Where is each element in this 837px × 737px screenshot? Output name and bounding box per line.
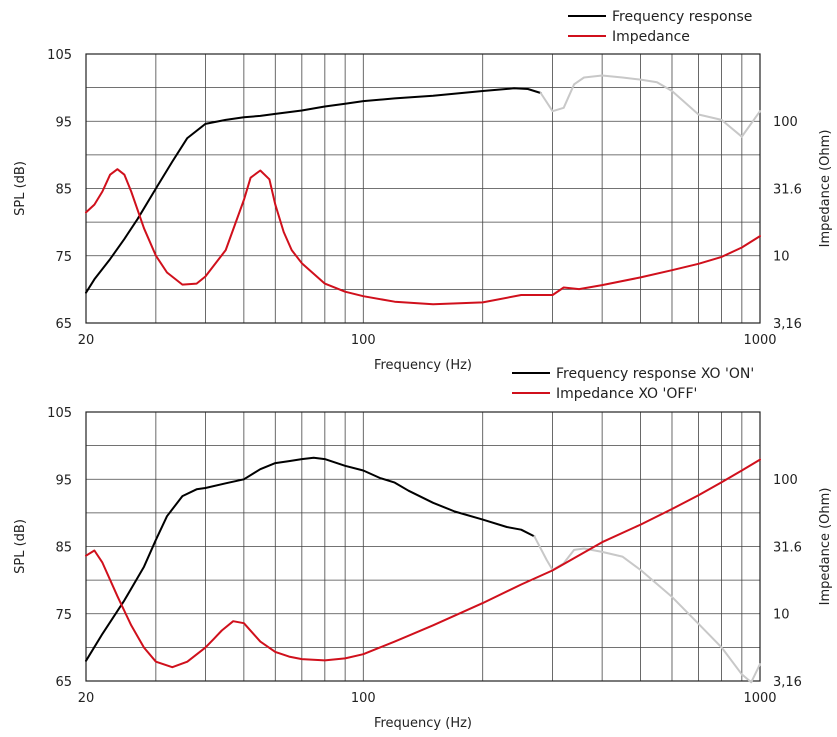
- y-tick-label: 85: [55, 541, 72, 556]
- y-axis-label: SPL (dB): [13, 519, 28, 574]
- y-axis-label: SPL (dB): [13, 161, 28, 216]
- y2-tick-label: 3,16: [773, 317, 802, 332]
- y2-tick-label: 31.6: [773, 541, 802, 556]
- series-group: [85, 456, 761, 684]
- y2-tick-label: 3,16: [773, 675, 802, 690]
- y-tick-label: 65: [55, 675, 72, 690]
- x-axis-label: Frequency (Hz): [374, 358, 472, 373]
- grid: [86, 412, 760, 681]
- grid: [86, 54, 760, 323]
- y2-tick-label: 10: [773, 608, 790, 623]
- y-tick-label: 95: [55, 115, 72, 130]
- legend-label: Impedance XO 'OFF': [556, 386, 697, 402]
- legend-label: Frequency response XO 'ON': [556, 366, 754, 382]
- x-axis-label: Frequency (Hz): [374, 716, 472, 731]
- y-tick-label: 95: [55, 473, 72, 488]
- legend-label: Impedance: [612, 29, 690, 45]
- series-extension-line: [539, 74, 761, 138]
- x-tick-label: 1000: [743, 333, 776, 348]
- y-tick-label: 75: [55, 608, 72, 623]
- series-frequency-response-line: [85, 87, 542, 294]
- x-tick-label: 20: [78, 691, 95, 706]
- y2-tick-label: 100: [773, 115, 798, 130]
- x-tick-label: 100: [351, 333, 376, 348]
- y2-axis-label: Impedance (Ohm): [818, 130, 833, 248]
- series-frequency-response-xo-on-line: [85, 456, 536, 662]
- x-tick-label: 100: [351, 691, 376, 706]
- chart-bottom: 65 75 85 95 105 3,16 10 31.6 100 20 100 1000 Frequen…: [13, 366, 833, 731]
- legend: Frequency response Impedance: [568, 9, 752, 45]
- y2-tick-label: 31.6: [773, 183, 802, 198]
- legend-label: Frequency response: [612, 9, 752, 25]
- series-group: [85, 74, 761, 306]
- y-tick-label: 75: [55, 250, 72, 265]
- legend: Frequency response XO 'ON' Impedance XO '…: [512, 366, 754, 402]
- y-tick-label: 105: [47, 48, 72, 63]
- series-impedance-line: [85, 168, 761, 306]
- x-tick-label: 1000: [743, 691, 776, 706]
- series-impedance-xo-off-line: [85, 458, 761, 669]
- series-extension-line: [533, 535, 761, 684]
- y2-tick-label: 100: [773, 473, 798, 488]
- y-tick-label: 85: [55, 183, 72, 198]
- plot-frame: [85, 53, 761, 324]
- y-tick-label: 65: [55, 317, 72, 332]
- y-tick-label: 105: [47, 406, 72, 421]
- y2-tick-label: 10: [773, 250, 790, 265]
- y2-axis-label: Impedance (Ohm): [818, 488, 833, 606]
- plot-frame: [85, 411, 761, 682]
- chart-top: 65 75 85 95 105 3,16 10 31.6 100 20 100 1000 Frequen…: [13, 9, 833, 373]
- x-tick-label: 20: [78, 333, 95, 348]
